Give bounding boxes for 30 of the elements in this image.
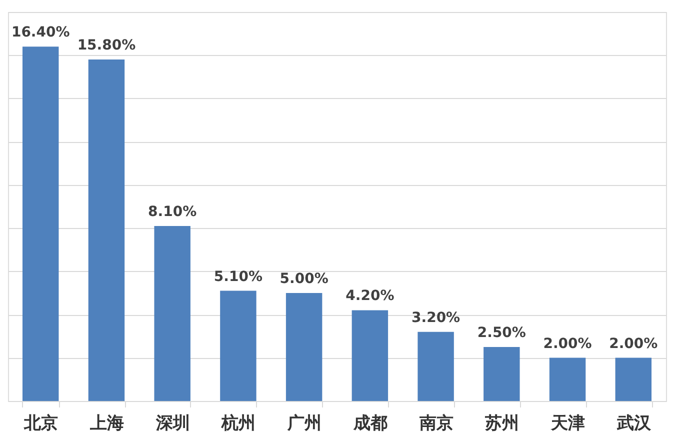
bar — [286, 292, 322, 401]
x-tick-label: 上海 — [88, 414, 124, 434]
x-tick-label: 成都 — [352, 414, 388, 434]
data-label: 16.40% — [11, 24, 70, 41]
x-tick-label: 杭州 — [220, 414, 256, 434]
bar — [220, 290, 256, 401]
data-label: 3.20% — [412, 310, 460, 326]
x-tick-label: 深圳 — [154, 414, 190, 434]
bar — [88, 60, 125, 401]
x-tick-label: 武汉 — [616, 414, 652, 434]
data-label: 2.50% — [477, 324, 526, 341]
data-label: 5.10% — [214, 268, 262, 285]
x-tick-label: 苏州 — [484, 414, 520, 434]
x-tick-label: 南京 — [418, 414, 454, 434]
bar — [484, 346, 520, 401]
bar — [615, 358, 652, 401]
x-tick-label: 北京 — [23, 414, 58, 434]
data-label: 15.80% — [77, 38, 136, 54]
data-label: 2.00% — [609, 336, 658, 352]
bar — [418, 332, 454, 401]
x-tick-label: 天津 — [550, 414, 586, 434]
data-label: 5.00% — [280, 270, 328, 287]
data-label: 8.10% — [148, 204, 197, 220]
bar — [154, 226, 190, 401]
data-label: 4.20% — [346, 288, 394, 304]
x-tick-label: 广州 — [286, 414, 322, 434]
data-label: 2.00% — [543, 336, 592, 352]
bar — [549, 358, 586, 401]
bar — [352, 310, 388, 401]
bar — [22, 46, 59, 401]
